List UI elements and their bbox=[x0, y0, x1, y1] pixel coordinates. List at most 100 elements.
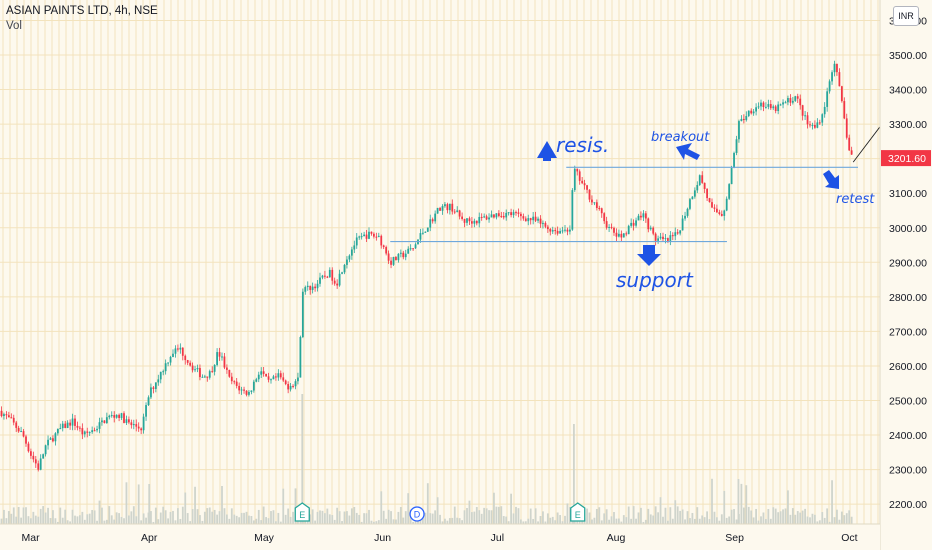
candle-body bbox=[414, 244, 417, 249]
candle-body bbox=[840, 86, 843, 102]
volume-bar bbox=[838, 519, 841, 524]
volume-bar bbox=[600, 520, 603, 524]
candle-body bbox=[30, 451, 32, 456]
candles bbox=[0, 60, 853, 472]
volume-bar bbox=[150, 511, 152, 524]
volume-bar bbox=[221, 486, 223, 524]
volume-bar bbox=[370, 520, 373, 524]
candle-body bbox=[816, 122, 819, 128]
volume-bar bbox=[681, 509, 684, 524]
volume-bar bbox=[380, 491, 383, 524]
candle-body bbox=[801, 105, 804, 116]
volume-bar bbox=[230, 508, 233, 524]
annotations: resis. support breakout retest bbox=[537, 130, 875, 292]
candle-body bbox=[226, 367, 228, 370]
time-tick-label: Jun bbox=[374, 532, 391, 544]
volume-bar bbox=[96, 520, 98, 524]
volume-bar bbox=[458, 518, 461, 524]
candle-body bbox=[806, 115, 809, 125]
volume-bar bbox=[74, 515, 76, 524]
volume-bar bbox=[245, 511, 248, 524]
volume-bar bbox=[595, 508, 598, 524]
resistance-label: resis. bbox=[556, 133, 609, 157]
candle-body bbox=[752, 111, 755, 114]
volume-bar bbox=[287, 508, 290, 524]
volume-bar bbox=[110, 515, 113, 524]
candle-body bbox=[289, 385, 292, 390]
volume-bar bbox=[640, 507, 642, 524]
candle-body bbox=[370, 231, 373, 234]
candle-body bbox=[488, 217, 490, 220]
candle-body bbox=[350, 249, 353, 256]
candle-body bbox=[110, 415, 113, 417]
volume-bar bbox=[279, 521, 282, 524]
candle-body bbox=[581, 180, 584, 184]
volume-bar bbox=[375, 521, 378, 524]
volume-bar bbox=[537, 521, 539, 524]
volume-bar bbox=[529, 508, 532, 524]
candle-body bbox=[93, 430, 96, 432]
candle-body bbox=[346, 259, 348, 265]
volume-bar bbox=[385, 518, 388, 524]
volume-bar bbox=[157, 519, 160, 524]
time-tick-label: Aug bbox=[607, 532, 626, 544]
volume-bar bbox=[723, 490, 726, 524]
volume-bar bbox=[216, 514, 218, 524]
volume-bar bbox=[488, 510, 490, 524]
volume-bar bbox=[669, 507, 672, 524]
volume-bar bbox=[316, 511, 319, 524]
volume-bar bbox=[86, 514, 89, 524]
volume-bar bbox=[368, 509, 370, 524]
volume-spike bbox=[301, 394, 304, 524]
candle-body bbox=[7, 415, 10, 418]
candle-body bbox=[588, 189, 591, 200]
volume-bar bbox=[512, 513, 515, 524]
volume-bar bbox=[750, 510, 753, 524]
volume-bar bbox=[238, 517, 241, 524]
candle-body bbox=[211, 371, 214, 373]
volume-bar bbox=[382, 510, 385, 524]
candle-body bbox=[22, 431, 25, 437]
volume-bar bbox=[848, 510, 851, 524]
candle-body bbox=[419, 233, 422, 240]
volume-bar bbox=[140, 520, 143, 524]
volume-bar bbox=[282, 488, 285, 524]
candle-body bbox=[652, 227, 655, 234]
candle-body bbox=[368, 231, 370, 239]
price-axis[interactable]: 2200.00 2300.00 2400.00 2500.00 2600.00 2700.… bbox=[879, 0, 932, 550]
volume-bar bbox=[194, 486, 196, 524]
candle-body bbox=[177, 348, 179, 350]
volume-bar bbox=[7, 511, 10, 524]
candle-body bbox=[321, 275, 324, 278]
volume-bar bbox=[843, 515, 846, 524]
volume-bar bbox=[250, 515, 253, 524]
candle-body bbox=[186, 360, 189, 363]
volume-bar bbox=[591, 519, 593, 524]
volume-bar bbox=[446, 520, 449, 524]
candle-body bbox=[159, 371, 162, 380]
candle-body bbox=[69, 422, 71, 426]
candle-body bbox=[657, 238, 659, 241]
volume-bar bbox=[277, 512, 280, 524]
candle-body bbox=[314, 286, 316, 289]
candle-body bbox=[784, 102, 787, 104]
currency-button[interactable]: INR bbox=[893, 6, 919, 26]
candle-body bbox=[578, 171, 581, 181]
candle-body bbox=[490, 214, 493, 218]
volume-bar bbox=[79, 515, 81, 524]
candle-body bbox=[554, 230, 557, 232]
volume-bar bbox=[103, 520, 106, 524]
volume-bar bbox=[615, 518, 618, 524]
candle-body bbox=[456, 210, 459, 213]
time-axis[interactable]: Mar Apr May Jun Jul Aug Sep Oct bbox=[0, 523, 880, 550]
candle-body bbox=[622, 233, 625, 238]
volume-bar bbox=[725, 517, 728, 524]
volume-bar bbox=[34, 515, 37, 524]
volume-bar bbox=[706, 511, 708, 524]
volume-bar bbox=[226, 514, 228, 524]
candle-body bbox=[794, 96, 797, 101]
candle-body bbox=[779, 104, 782, 106]
volume-bar bbox=[647, 508, 650, 524]
